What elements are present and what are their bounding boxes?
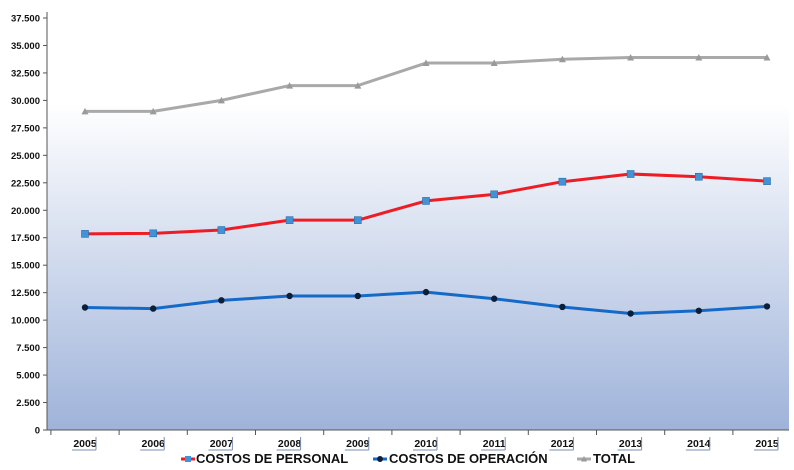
data-point bbox=[626, 170, 635, 178]
y-tick-label: 2.500 bbox=[16, 398, 40, 409]
data-point bbox=[763, 177, 771, 185]
data-point bbox=[558, 55, 566, 63]
data-point bbox=[285, 216, 294, 224]
legend-item-operacion: COSTOS DE OPERACIÓN bbox=[373, 451, 548, 466]
x-tick-label: 2008 bbox=[278, 438, 302, 450]
plot-background bbox=[47, 12, 789, 430]
data-point bbox=[354, 82, 362, 89]
x-tick-label: 2005 bbox=[73, 438, 97, 450]
y-tick-label: 27.500 bbox=[11, 123, 40, 134]
data-point bbox=[558, 177, 567, 186]
series-operacion bbox=[81, 288, 771, 317]
legend-marker bbox=[377, 456, 383, 462]
data-point bbox=[763, 303, 771, 310]
legend-item-personal: COSTOS DE PERSONAL bbox=[181, 451, 348, 466]
legend-item-total: TOTAL bbox=[577, 451, 635, 466]
x-tick-label: 2011 bbox=[483, 438, 506, 450]
legend-marker bbox=[581, 456, 587, 462]
y-tick-label: 5.000 bbox=[16, 371, 40, 382]
y-tick-label: 12.500 bbox=[11, 288, 40, 299]
data-point bbox=[81, 304, 89, 311]
series-total bbox=[81, 54, 771, 115]
series-layer bbox=[81, 54, 771, 317]
data-point bbox=[490, 59, 498, 67]
x-axis: 2005 2006 2007 2008 2009 2010 2011 2012 2013 2014… bbox=[47, 429, 789, 451]
data-point bbox=[81, 107, 89, 115]
y-tick-label: 0 bbox=[35, 426, 40, 437]
data-point bbox=[627, 310, 634, 317]
x-tick-label: 2012 bbox=[551, 438, 575, 450]
x-tick-label: 2010 bbox=[414, 438, 438, 450]
legend: COSTOS DE PERSONAL COSTOS DE OPERACIÓN TOT… bbox=[181, 451, 635, 466]
data-point bbox=[491, 295, 498, 302]
data-point bbox=[422, 197, 430, 205]
legend-marker bbox=[185, 456, 191, 462]
data-point bbox=[354, 292, 361, 300]
data-point bbox=[149, 107, 157, 115]
y-tick-label: 22.500 bbox=[11, 178, 40, 189]
legend-label: COSTOS DE OPERACIÓN bbox=[389, 451, 548, 466]
data-point bbox=[422, 59, 430, 67]
legend-label: TOTAL bbox=[593, 451, 635, 466]
data-point bbox=[559, 303, 566, 311]
series-personal bbox=[81, 170, 771, 238]
data-point bbox=[695, 54, 703, 61]
y-tick-label: 7.500 bbox=[16, 343, 40, 354]
data-point bbox=[218, 297, 225, 304]
data-point bbox=[695, 307, 702, 314]
y-tick-label: 37.500 bbox=[11, 14, 40, 25]
y-tick-label: 17.500 bbox=[11, 233, 40, 244]
y-tick-label: 32.500 bbox=[11, 68, 40, 79]
y-tick-label: 25.000 bbox=[11, 151, 40, 162]
data-point bbox=[217, 96, 225, 104]
data-point bbox=[286, 292, 293, 300]
x-tick-label: 2009 bbox=[346, 438, 370, 450]
x-tick-label: 2015 bbox=[755, 438, 779, 450]
y-tick-label: 20.000 bbox=[11, 206, 40, 217]
y-tick-label: 35.000 bbox=[11, 41, 40, 52]
legend-label: COSTOS DE PERSONAL bbox=[196, 451, 348, 466]
y-tick-label: 30.000 bbox=[11, 96, 40, 107]
y-tick-label: 10.000 bbox=[11, 316, 40, 327]
data-point bbox=[217, 226, 226, 234]
data-point bbox=[763, 54, 771, 61]
data-point bbox=[627, 54, 635, 61]
data-point bbox=[353, 216, 362, 224]
data-point bbox=[422, 288, 430, 296]
data-point bbox=[149, 229, 157, 238]
x-tick-label: 2013 bbox=[619, 438, 643, 450]
y-tick-label: 15.000 bbox=[11, 261, 40, 272]
data-point bbox=[81, 230, 89, 238]
x-tick-label: 2014 bbox=[687, 438, 711, 450]
data-point bbox=[694, 172, 703, 181]
data-point bbox=[490, 190, 499, 199]
x-tick-label: 2007 bbox=[210, 438, 234, 450]
y-axis: 0 2.500 5.000 7.500 10.000 12.500 15.000 17.500… bbox=[11, 12, 48, 437]
x-tick-label: 2006 bbox=[142, 438, 166, 450]
data-point bbox=[286, 82, 294, 89]
data-point bbox=[150, 305, 157, 312]
